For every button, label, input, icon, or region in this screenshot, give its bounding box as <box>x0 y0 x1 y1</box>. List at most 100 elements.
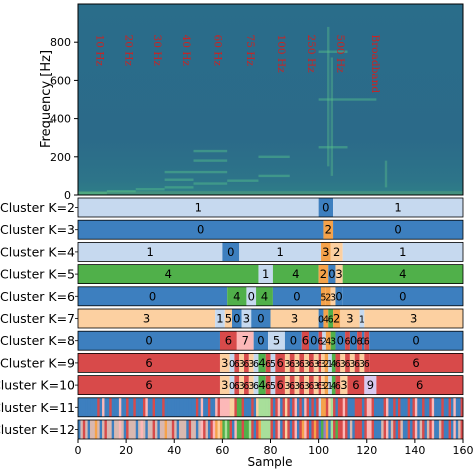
cluster-stripe <box>345 397 348 417</box>
cluster-segment <box>78 286 228 306</box>
cluster-stripe <box>400 397 404 417</box>
cluster-stripe <box>422 420 425 439</box>
cluster-stripe <box>222 420 226 439</box>
cluster-segment <box>222 242 240 262</box>
cluster-segment-label: 4 <box>292 267 299 281</box>
cluster-segment-label: 6 <box>317 381 323 392</box>
cluster-segment <box>78 264 259 284</box>
cluster-segment <box>318 353 322 373</box>
cluster-stripe <box>239 397 242 417</box>
cluster-segment-label: 1 <box>276 245 283 259</box>
cluster-segment <box>234 353 240 373</box>
cluster-stripe <box>325 420 329 439</box>
cluster-stripe <box>135 420 139 439</box>
cluster-stripe <box>361 397 365 417</box>
cluster-stripe <box>263 397 266 417</box>
cluster-segment <box>239 353 245 373</box>
cluster-segment <box>284 331 302 351</box>
cluster-stripe <box>280 397 283 417</box>
cluster-stripe <box>417 397 420 417</box>
cluster-stripe <box>217 397 221 417</box>
cluster-segment <box>323 309 329 328</box>
cluster-stripe <box>219 420 223 439</box>
cluster-row: Cluster K=11 <box>0 397 464 418</box>
cluster-stripe <box>453 397 457 417</box>
cluster-stripe <box>383 397 387 417</box>
spectrogram-frame <box>77 3 464 196</box>
cluster-segment-label: 6 <box>225 334 232 348</box>
cluster-stripe <box>335 420 339 439</box>
cluster-segment <box>325 331 331 351</box>
cluster-stripe <box>114 397 117 417</box>
cluster-segment <box>333 309 341 328</box>
cluster-stripe <box>373 397 377 417</box>
cluster-stripe <box>366 420 370 439</box>
cluster-stripe <box>400 420 404 439</box>
cluster-stripe <box>441 397 445 417</box>
cluster-segment <box>258 375 266 395</box>
cluster-stripe <box>130 420 134 439</box>
cluster-stripe <box>171 397 175 417</box>
spectrogram-background <box>78 4 463 195</box>
cluster-stripe <box>244 420 247 439</box>
cluster-segment <box>324 353 329 373</box>
harmonic-line <box>78 191 107 195</box>
cluster-stripe <box>342 397 346 417</box>
cluster-stripe <box>219 397 223 417</box>
sample-tick-label: 120 <box>356 444 377 457</box>
cluster-stripe <box>323 420 327 439</box>
cluster-stripe <box>438 420 442 439</box>
cluster-stripe <box>354 420 358 439</box>
cluster-segment <box>328 309 334 328</box>
cluster-segment <box>239 375 245 395</box>
cluster-segment <box>256 286 273 306</box>
cluster-segment-label: 3 <box>335 267 342 281</box>
cluster-stripe <box>369 420 372 439</box>
cluster-segment <box>253 353 259 373</box>
cluster-stripe <box>376 397 380 417</box>
cluster-segment-label: 6 <box>328 315 334 326</box>
cluster-stripe <box>94 397 98 417</box>
cluster-segment-label: 3 <box>221 356 228 370</box>
cluster-stripe <box>258 420 262 439</box>
frequency-annotation: 100 Hz <box>275 35 287 74</box>
cluster-stripe <box>434 420 437 439</box>
cluster-segment-label: 3 <box>320 359 326 370</box>
cluster-stripe <box>169 397 173 417</box>
harmonic-line <box>258 155 290 158</box>
cluster-segment <box>331 353 336 373</box>
cluster-segment-label: 6 <box>265 381 271 392</box>
cluster-stripe <box>434 397 437 417</box>
cluster-segment-label: 0 <box>227 245 234 259</box>
cluster-stripe <box>296 420 300 439</box>
cluster-stripe <box>155 397 158 417</box>
cluster-stripe <box>431 397 435 417</box>
cluster-stripe <box>318 397 322 417</box>
sample-axis: 0 20 40 60 80 100 120 140 160 <box>75 439 474 457</box>
cluster-row-label: Cluster K=5 <box>0 267 75 282</box>
cluster-stripe <box>277 397 281 417</box>
cluster-stripe <box>116 397 120 417</box>
cluster-stripe <box>82 420 86 439</box>
cluster-stripe <box>393 397 396 417</box>
cluster-segment-label: 6 <box>335 381 341 392</box>
cluster-stripe <box>443 420 447 439</box>
cluster-stripe <box>99 397 103 417</box>
cluster-stripe <box>205 397 209 417</box>
cluster-stripe <box>152 397 156 417</box>
cluster-segment <box>318 309 324 328</box>
cluster-stripe <box>289 420 293 439</box>
broadband-column <box>384 160 388 188</box>
cluster-stripe <box>102 397 105 417</box>
cluster-stripe <box>118 397 122 417</box>
cluster-stripe <box>284 420 288 439</box>
cluster-stripe <box>234 397 238 417</box>
cluster-segment <box>258 353 266 373</box>
cluster-segment-label: 3 <box>239 381 245 392</box>
cluster-segment <box>289 375 295 395</box>
cluster-segment <box>270 353 276 373</box>
cluster-stripe <box>349 397 353 417</box>
cluster-segment-label: 4 <box>233 289 240 303</box>
cluster-segment-label: 6 <box>317 337 323 348</box>
